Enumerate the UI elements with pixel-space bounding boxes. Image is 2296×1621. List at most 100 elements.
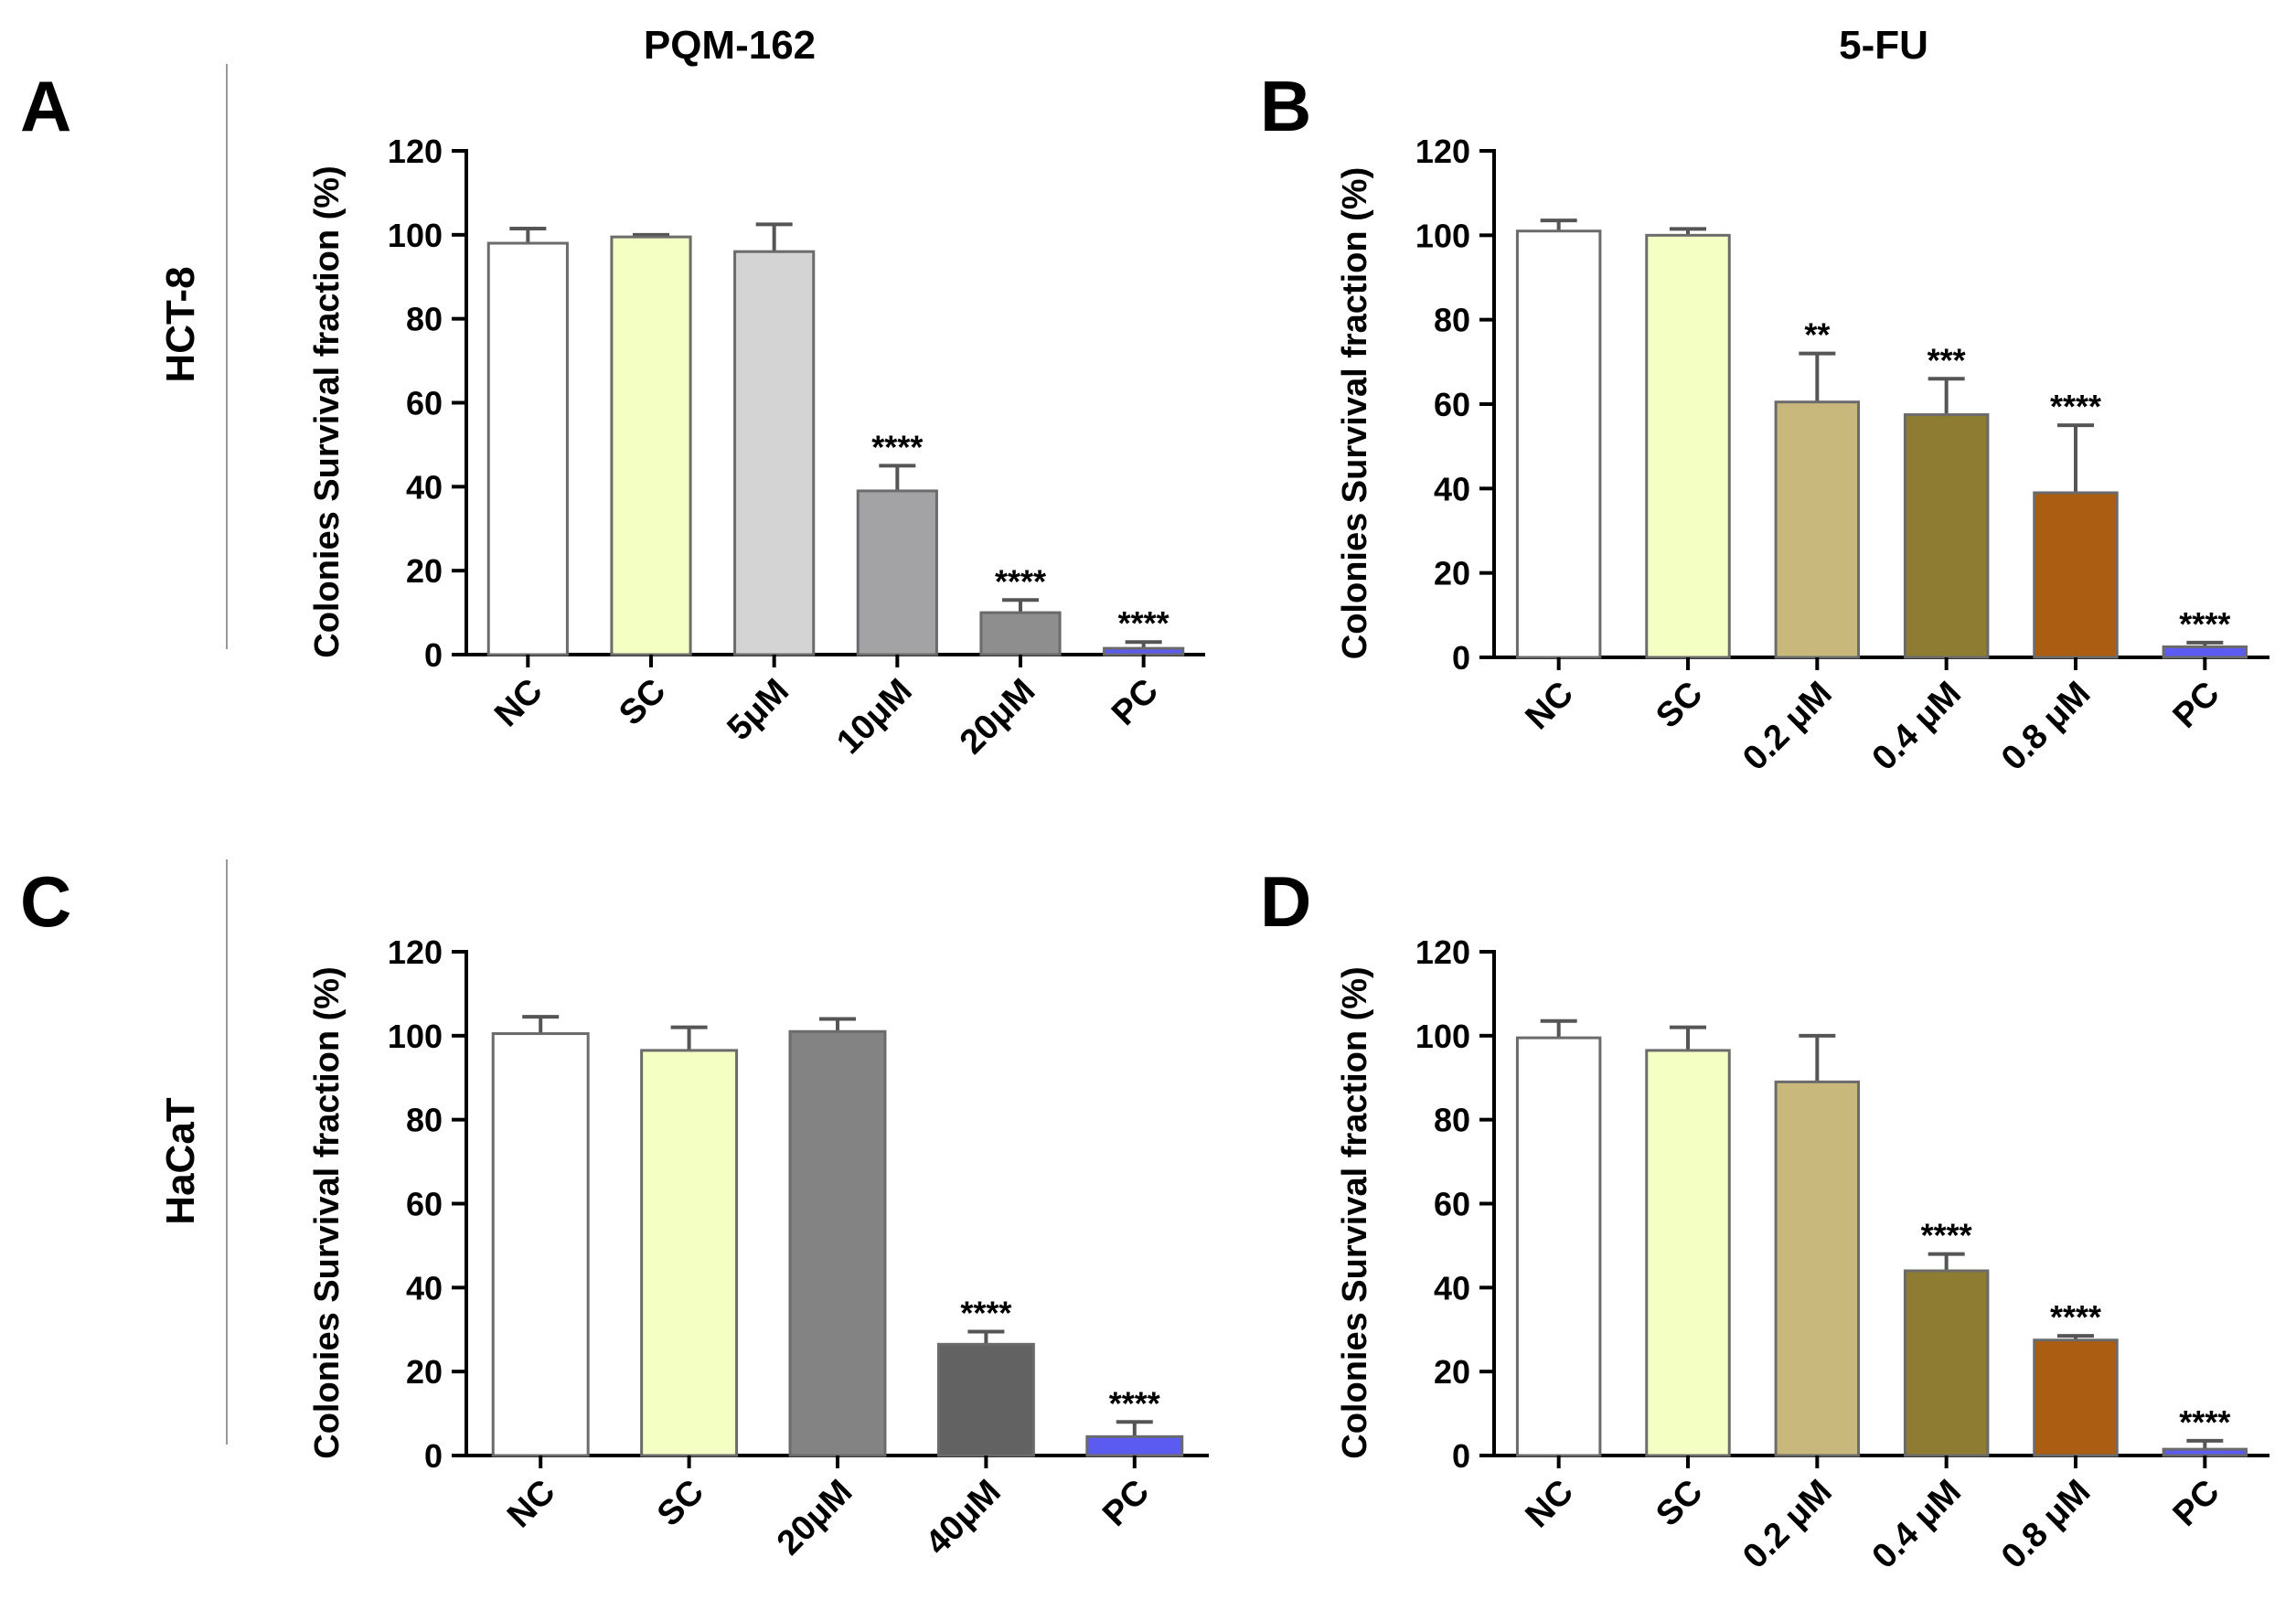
significance-label: **** <box>1109 1384 1160 1422</box>
x-tick-label: 20μM <box>953 672 1042 762</box>
bar-0-2-m <box>1774 400 1861 659</box>
x-tick-label: NC <box>487 672 550 735</box>
bar-chart-panel-b: 0 20 40 60 80 100 120 Colonies Survival fractio… <box>1336 133 2269 778</box>
x-tick-label: 0.2 μM <box>1735 675 1839 778</box>
bar-20-m <box>979 611 1062 656</box>
row-label-hct-8: HCT-8 <box>158 266 203 382</box>
bar-20-m <box>788 1029 887 1457</box>
y-tick-label: 100 <box>1415 217 1470 254</box>
x-tick-label: 0.4 μM <box>1865 675 1969 778</box>
y-axis-title: Colonies Survival fraction (%) <box>1336 167 1374 659</box>
y-tick-label: 100 <box>388 217 443 254</box>
significance-label: **** <box>871 428 923 465</box>
x-tick-label: PC <box>1095 1473 1157 1534</box>
bar-5-m <box>733 250 816 656</box>
x-tick-label: NC <box>1519 1473 1582 1536</box>
x-tick-label: 40μM <box>918 1473 1008 1562</box>
y-tick-label: 80 <box>1434 1102 1470 1139</box>
bar-nc <box>1515 229 1602 659</box>
y-tick-label: 80 <box>1434 302 1470 339</box>
bar-0-2-m <box>1774 1080 1861 1457</box>
significance-label: **** <box>1921 1217 1972 1254</box>
y-tick-label: 60 <box>1434 386 1470 423</box>
bar-nc <box>486 241 569 656</box>
bar-40-m <box>936 1342 1035 1457</box>
x-tick-label: 0.4 μM <box>1865 1473 1969 1576</box>
y-tick-label: 80 <box>406 1102 443 1139</box>
bar-pc <box>1103 646 1185 656</box>
significance-label: **** <box>2179 605 2230 643</box>
panel-letter-d: D <box>1260 861 1311 942</box>
x-tick-label: 0.8 μM <box>1994 675 2098 778</box>
significance-label: **** <box>1118 604 1169 642</box>
bar-10-m <box>856 489 938 656</box>
x-tick-label: SC <box>650 1473 711 1534</box>
x-tick-label: PC <box>2166 1473 2227 1534</box>
y-tick-label: 20 <box>1434 1353 1470 1391</box>
bar-pc <box>2162 1447 2248 1457</box>
x-tick-label: 10μM <box>829 672 919 762</box>
y-tick-label: 60 <box>1434 1186 1470 1223</box>
bar-0-4-m <box>1903 413 1990 659</box>
bar-0-8-m <box>2033 491 2119 659</box>
x-tick-label: PC <box>1105 672 1166 733</box>
significance-label: **** <box>2050 1298 2101 1336</box>
panel-letter-a: A <box>20 66 71 146</box>
bar-0-4-m <box>1903 1269 1990 1457</box>
y-tick-label: 20 <box>406 552 443 590</box>
x-tick-label: 20μM <box>770 1473 860 1562</box>
column-title-5-fu: 5-FU <box>1839 23 1928 68</box>
bar-nc <box>1515 1036 1602 1457</box>
y-tick-label: 120 <box>388 133 443 170</box>
bar-pc <box>1085 1434 1184 1457</box>
y-tick-label: 0 <box>1452 1437 1470 1475</box>
y-tick-label: 120 <box>1415 133 1470 170</box>
x-tick-label: NC <box>1519 675 1582 738</box>
x-tick-label: 0.2 μM <box>1735 1473 1839 1576</box>
bar-sc <box>1645 233 1731 659</box>
bar-chart-panel-a: 0 20 40 60 80 100 120 Colonies Survival fractio… <box>308 133 1205 762</box>
significance-label: **** <box>960 1295 1011 1332</box>
y-tick-label: 20 <box>406 1353 443 1391</box>
y-tick-label: 100 <box>1415 1018 1470 1055</box>
x-tick-label: SC <box>1649 675 1710 736</box>
y-tick-label: 120 <box>1415 933 1470 971</box>
y-tick-label: 60 <box>406 385 443 422</box>
bar-sc <box>1645 1049 1731 1457</box>
significance-label: **** <box>995 562 1046 600</box>
x-tick-label: SC <box>612 672 673 733</box>
bar-nc <box>491 1032 590 1457</box>
significance-label: ** <box>1804 316 1830 354</box>
column-title-pqm-162: PQM-162 <box>644 23 816 68</box>
y-tick-label: 60 <box>406 1186 443 1223</box>
y-tick-label: 0 <box>424 1437 443 1475</box>
x-tick-label: NC <box>500 1473 563 1536</box>
bar-0-8-m <box>2033 1338 2119 1457</box>
bar-chart-panel-d: 0 20 40 60 80 100 120 Colonies Survival fractio… <box>1336 933 2269 1576</box>
bar-sc <box>640 1049 739 1457</box>
x-tick-label: 0.8 μM <box>1994 1473 2098 1576</box>
y-axis-title: Colonies Survival fraction (%) <box>308 966 347 1458</box>
y-tick-label: 100 <box>388 1018 443 1055</box>
y-tick-label: 20 <box>1434 555 1470 592</box>
y-tick-label: 40 <box>406 1269 443 1306</box>
y-tick-label: 40 <box>1434 1269 1470 1306</box>
significance-label: *** <box>1928 341 1966 379</box>
y-tick-label: 120 <box>388 933 443 971</box>
y-tick-label: 80 <box>406 301 443 338</box>
y-axis-title: Colonies Survival fraction (%) <box>308 165 347 657</box>
panel-letter-c: C <box>20 861 71 942</box>
row-label-hacat: HaCaT <box>158 1097 203 1224</box>
significance-label: **** <box>2179 1403 2230 1441</box>
bar-pc <box>2162 645 2248 659</box>
x-tick-label: PC <box>2166 675 2227 736</box>
y-tick-label: 0 <box>424 636 443 674</box>
y-tick-label: 40 <box>406 468 443 506</box>
bar-sc <box>610 235 692 656</box>
y-axis-title: Colonies Survival fraction (%) <box>1336 966 1374 1458</box>
bar-chart-panel-c: 0 20 40 60 80 100 120 Colonies Survival fractio… <box>308 933 1209 1562</box>
x-tick-label: 5μM <box>721 672 796 748</box>
x-tick-label: SC <box>1649 1473 1710 1534</box>
significance-label: **** <box>2050 388 2101 425</box>
